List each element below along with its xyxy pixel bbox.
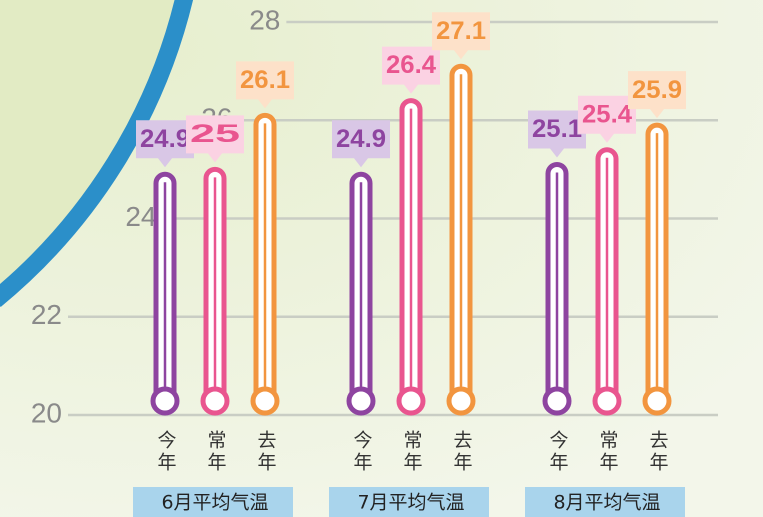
x-tick-label: 6月平均气温 bbox=[161, 492, 268, 514]
value-label: 26.1 bbox=[240, 66, 290, 94]
thermometer-bulb bbox=[595, 389, 619, 413]
series-name: 去年 bbox=[647, 430, 669, 474]
thermometer-bulb bbox=[349, 389, 373, 413]
thermometer-bulb bbox=[545, 389, 569, 413]
thermometer-bulb bbox=[449, 389, 473, 413]
value-label: 24.9 bbox=[140, 125, 190, 153]
value-label: 25.9 bbox=[632, 76, 682, 104]
x-tick-label: 7月平均气温 bbox=[357, 492, 464, 514]
series-name: 常年 bbox=[597, 430, 619, 474]
thermometer-bulb bbox=[399, 389, 423, 413]
series-name: 今年 bbox=[547, 430, 569, 474]
y-tick-label: 22 bbox=[31, 299, 62, 330]
y-tick-label: 20 bbox=[31, 397, 62, 428]
thermometer-bulb bbox=[645, 389, 669, 413]
value-label: 25.4 bbox=[582, 100, 632, 128]
series-name: 今年 bbox=[155, 430, 177, 474]
chart: 202224262824.9今年25常年26.1去年6月平均气温24.9今年26… bbox=[0, 0, 763, 517]
thermometer-bulb bbox=[203, 389, 227, 413]
series-name: 去年 bbox=[451, 430, 473, 474]
series-name: 今年 bbox=[351, 430, 373, 474]
thermometer-bulb bbox=[253, 389, 277, 413]
value-label: 26.4 bbox=[386, 51, 436, 79]
thermometer-bulb bbox=[153, 389, 177, 413]
series-name: 去年 bbox=[255, 430, 277, 474]
series-name: 常年 bbox=[205, 430, 227, 474]
y-tick-label: 28 bbox=[249, 4, 280, 35]
value-label: 25 bbox=[190, 120, 240, 148]
series-name: 常年 bbox=[401, 430, 423, 474]
y-tick-label: 24 bbox=[125, 201, 156, 232]
value-label: 25.1 bbox=[532, 115, 582, 143]
value-label: 27.1 bbox=[436, 17, 486, 45]
value-label: 24.9 bbox=[336, 125, 386, 153]
x-tick-label: 8月平均气温 bbox=[553, 492, 660, 514]
